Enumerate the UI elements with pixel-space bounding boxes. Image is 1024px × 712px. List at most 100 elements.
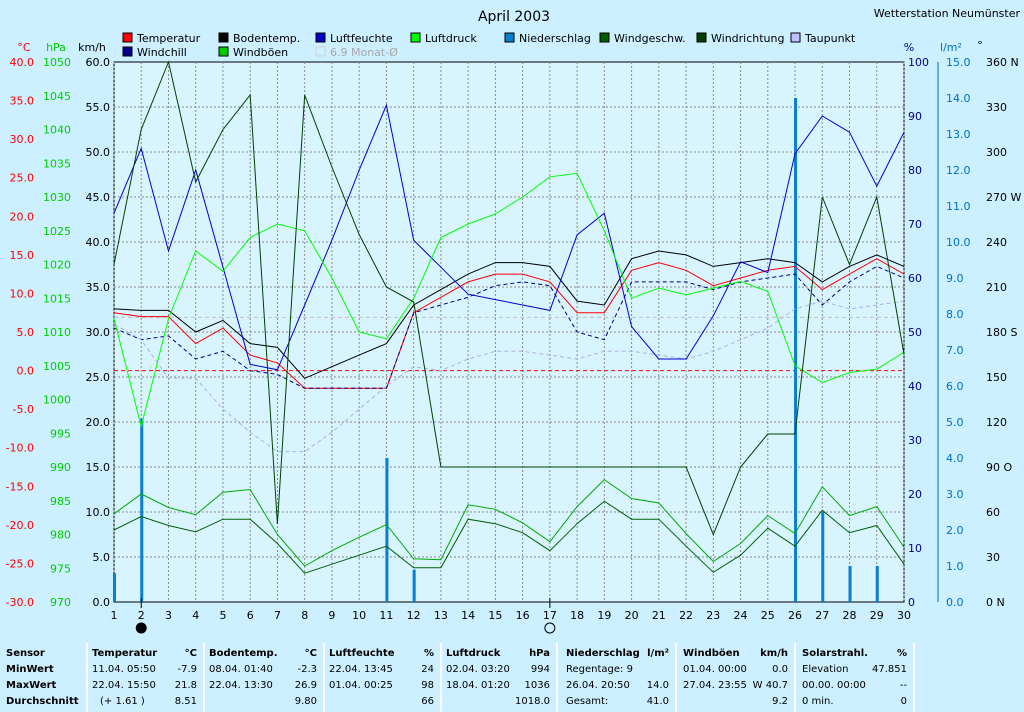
legend-swatch <box>410 32 421 43</box>
axis-tick-label: 35.0 <box>86 281 111 294</box>
axis-tick-label: 80 <box>908 164 922 177</box>
temp-max-value: 21.8 <box>174 680 197 691</box>
solar-duration: 0 min. <box>802 696 834 707</box>
axis-tick-label: 90 <box>908 110 922 123</box>
boen-min-value: 0.0 <box>772 664 788 675</box>
series-line <box>113 500 905 574</box>
moon-phase-full <box>544 622 556 634</box>
axis-tick-label: 1020 <box>43 259 71 272</box>
boden-min-time: 08.04. 01:40 <box>209 664 273 675</box>
axis-tick-label: 13.0 <box>946 128 971 141</box>
axis-tick-label: 14.0 <box>946 92 971 105</box>
axis-tick-label: 20 <box>908 488 922 501</box>
axis-tick-label: 1005 <box>43 360 71 373</box>
axis-tick-label: 60.0 <box>86 56 111 69</box>
axis-tick-label: 210 <box>986 281 1007 294</box>
avg-label: Durchschnitt <box>6 696 79 707</box>
axis-tick-label: 25.0 <box>86 371 111 384</box>
axis-tick-label: 45.0 <box>86 191 111 204</box>
x-tick-label: 2 <box>138 609 145 622</box>
legend-label: Niederschlag <box>519 32 591 45</box>
x-tick-label: 16 <box>516 609 530 622</box>
solar-elevation-label: Elevation <box>802 664 849 675</box>
axis-tick-label: 980 <box>50 529 71 542</box>
legend-swatch <box>599 32 610 43</box>
precip-bar <box>385 458 389 602</box>
series-line <box>113 172 905 427</box>
regen-max-value: 14.0 <box>646 680 669 691</box>
feuchte-unit: % <box>423 648 434 659</box>
axis-tick-label: 0.0 <box>946 596 964 609</box>
x-tick-label: 5 <box>219 609 226 622</box>
x-tick-label: 14 <box>461 609 475 622</box>
x-tick-label: 27 <box>815 609 829 622</box>
axis-tick-label: 5.0 <box>93 551 111 564</box>
legend: Temperatur Bodentemp. Luftfeuchte Luftdruck… <box>122 32 856 59</box>
stats-boen-column: Windböen km/h 01.04. 00:00 0.0 27.04. 23:5… <box>677 643 794 712</box>
axis-tick-label: 25.0 <box>10 172 35 185</box>
regen-days: Regentage: 9 <box>566 664 633 675</box>
solar-duration-value: 0 <box>900 696 907 707</box>
axis-tick-label: 1050 <box>43 56 71 69</box>
boden-max-value: 26.9 <box>294 680 317 691</box>
axis-tick-label: 90 O <box>986 461 1012 474</box>
x-tick-label: 8 <box>301 609 308 622</box>
axis-tick-label: 1045 <box>43 90 71 103</box>
axis-tick-label: 1000 <box>43 394 71 407</box>
axis-tick-label: 40.0 <box>10 56 35 69</box>
x-tick-label: 18 <box>570 609 584 622</box>
axis-tick-label: 180 S <box>986 326 1017 339</box>
reference-lines <box>114 316 904 372</box>
x-tick-label: 28 <box>843 609 857 622</box>
precip-bar <box>875 566 879 602</box>
chart-title: April 2003 <box>478 9 550 25</box>
axis-tick-label: 7.0 <box>946 344 964 357</box>
axis-tick-label: 970 <box>50 596 71 609</box>
axis-tick-label: 50 <box>908 326 922 339</box>
x-tick-label: 26 <box>788 609 802 622</box>
x-tick-label: 30 <box>897 609 911 622</box>
boen-min-time: 01.04. 00:00 <box>683 664 747 675</box>
axis-unit-deg: ° <box>977 39 983 52</box>
axis-tick-label: 60 <box>986 506 1000 519</box>
x-tick-label: 17 <box>543 609 557 622</box>
series-line <box>113 478 905 567</box>
axis-tick-label: 4.0 <box>946 452 964 465</box>
axis-tick-label: 15.0 <box>86 461 111 474</box>
x-tick-label: 20 <box>625 609 639 622</box>
axis-tick-label: 300 <box>986 146 1007 159</box>
axis-tick-label: -5.0 <box>13 403 34 416</box>
x-tick-label: 1 <box>111 609 118 622</box>
feuchte-avg-value: 66 <box>421 696 434 707</box>
boen-header: Windböen <box>683 648 740 659</box>
axis-tick-label: 12.0 <box>946 164 971 177</box>
axis-tick-label: 50.0 <box>86 146 111 159</box>
axis-tick-label: 5.0 <box>946 416 964 429</box>
axis-tick-label: -10.0 <box>6 442 34 455</box>
legend-swatch <box>790 32 801 43</box>
axis-tick-label: 1010 <box>43 326 71 339</box>
axis-tick-label: 240 <box>986 236 1007 249</box>
precip-bar <box>848 566 852 602</box>
sensor-header: Sensor <box>6 648 45 659</box>
axis-tick-label: 10.0 <box>86 506 111 519</box>
regen-max-time: 26.04. 20:50 <box>566 680 630 691</box>
axis-tick-label: 15.0 <box>10 249 35 262</box>
axis-tick-label: 70 <box>908 218 922 231</box>
precip-bar <box>821 512 825 602</box>
stats-feuchte-column: Luftfeuchte% 22.04. 13:45 24 01.04. 00:25… <box>325 643 440 712</box>
series-line <box>113 258 905 389</box>
legend-label: Windgeschw. <box>614 32 686 45</box>
regen-header: Niederschlag <box>566 648 640 659</box>
x-tick-label: 10 <box>352 609 366 622</box>
axis-tick-label: 0 N <box>986 596 1005 609</box>
precipitation-bars <box>113 98 879 602</box>
axis-tick-label: 150 <box>986 371 1007 384</box>
series-line <box>113 265 905 389</box>
axis-tick-label: -25.0 <box>6 557 34 570</box>
temp-min-value: -7.9 <box>177 664 197 675</box>
axis-tick-label: 11.0 <box>946 200 971 213</box>
series-line <box>113 250 905 379</box>
axis-tick-label: 1025 <box>43 225 71 238</box>
boen-max-time: 27.04. 23:55 <box>683 680 747 691</box>
